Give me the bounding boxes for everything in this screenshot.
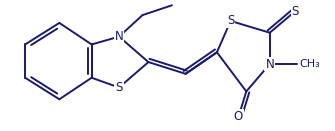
Text: S: S <box>115 81 123 94</box>
Text: O: O <box>234 110 243 123</box>
Text: N: N <box>265 58 274 70</box>
Text: N: N <box>115 30 123 43</box>
Text: S: S <box>291 5 299 18</box>
Text: S: S <box>227 14 234 28</box>
Text: CH₃: CH₃ <box>299 59 320 69</box>
